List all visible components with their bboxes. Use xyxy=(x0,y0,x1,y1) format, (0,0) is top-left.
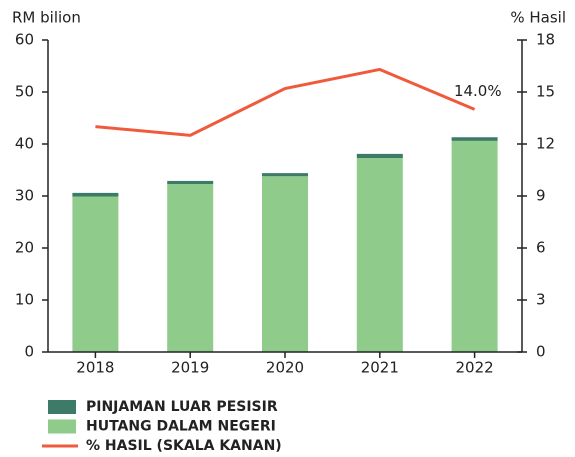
bar xyxy=(72,192,119,197)
y-tick-label: 30 xyxy=(15,187,34,205)
legend-label: % HASIL (SKALA KANAN) xyxy=(86,438,282,454)
x-tick-label: 2018 xyxy=(76,359,114,377)
y2-tick-label: 9 xyxy=(536,187,546,205)
y2-tick-label: 18 xyxy=(536,31,555,49)
y-tick-label: 40 xyxy=(15,135,34,153)
y2-tick-label: 12 xyxy=(536,135,555,153)
x-tick-label: 2021 xyxy=(361,359,399,377)
bar xyxy=(451,140,498,352)
bar xyxy=(451,137,498,141)
y-axis-label: RM bilion xyxy=(12,9,81,27)
legend-label: HUTANG DALAM NEGERI xyxy=(86,419,276,435)
value-label: 14.0% xyxy=(454,82,502,100)
y2-tick-label: 0 xyxy=(536,343,546,361)
y-tick-label: 0 xyxy=(24,343,34,361)
x-tick-label: 2019 xyxy=(171,359,209,377)
bar xyxy=(262,173,308,177)
y2-tick-label: 3 xyxy=(536,291,546,309)
bar xyxy=(72,196,119,352)
y2-tick-label: 6 xyxy=(536,239,546,257)
bar xyxy=(262,176,308,352)
x-tick-label: 2020 xyxy=(266,359,304,377)
bar xyxy=(167,184,214,352)
y-tick-label: 50 xyxy=(15,83,34,101)
y-tick-label: 10 xyxy=(15,291,34,309)
x-tick-label: 2022 xyxy=(456,359,494,377)
bar xyxy=(356,158,403,352)
y2-axis-label: % Hasil xyxy=(510,9,566,27)
legend-swatch xyxy=(48,419,76,434)
bar xyxy=(167,180,214,185)
y2-tick-label: 15 xyxy=(536,83,555,101)
y-tick-label: 60 xyxy=(15,31,34,49)
legend-label: PINJAMAN LUAR PESISIR xyxy=(86,399,278,415)
legend-swatch xyxy=(48,400,76,414)
line xyxy=(95,67,476,137)
y-tick-label: 20 xyxy=(15,239,34,257)
bar xyxy=(356,153,403,159)
